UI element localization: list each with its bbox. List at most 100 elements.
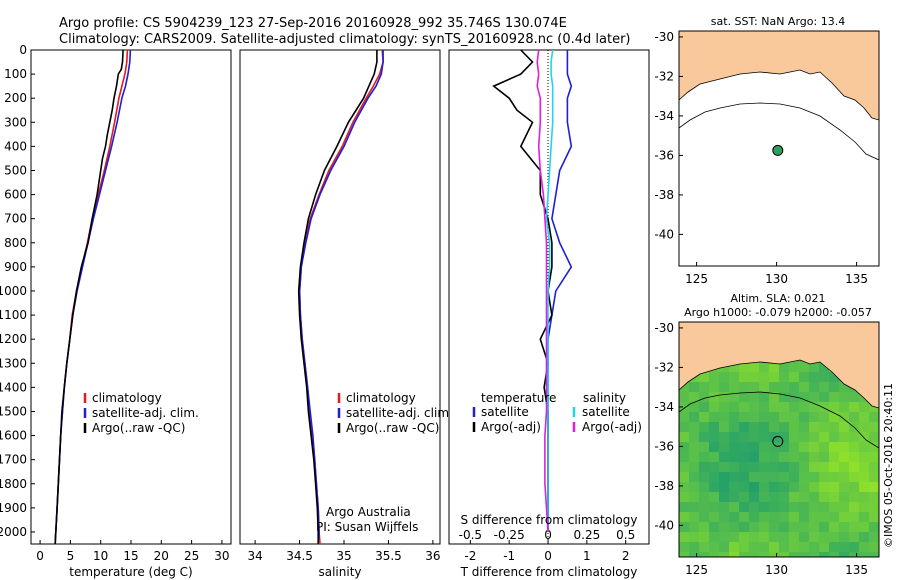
heatmap-cell <box>699 402 709 412</box>
heatmap-cell <box>729 382 739 392</box>
heatmap-cell <box>809 412 819 422</box>
depth-tick-label: 1500 <box>0 404 27 418</box>
heatmap-cell <box>739 392 749 402</box>
heatmap-cell <box>759 362 769 372</box>
temperature-x-axis: 0 5 10 15 20 25 30 <box>36 540 230 563</box>
heatmap-cell <box>809 492 819 502</box>
heatmap-cell <box>769 382 779 392</box>
heatmap-cell <box>719 532 729 542</box>
heatmap-cell <box>849 402 859 412</box>
heatmap-cell <box>809 482 819 492</box>
temperature-plot-frame <box>30 49 232 545</box>
heatmap-cell <box>819 382 829 392</box>
heatmap-cell <box>679 472 689 482</box>
heatmap-cell <box>749 412 759 422</box>
series-line-argo-raw-qc- <box>297 50 378 544</box>
heatmap-cell <box>709 402 719 412</box>
depth-tick-label: 0 <box>19 43 27 57</box>
heatmap-cell <box>769 422 779 432</box>
heatmap-cell <box>829 372 839 382</box>
s-tick-label: -0.25 <box>494 528 525 542</box>
depth-tick-label: 1900 <box>0 501 27 515</box>
heatmap-cell <box>859 432 869 442</box>
heatmap-cell <box>809 512 819 522</box>
map-x-tick-label: 135 <box>845 272 868 286</box>
x-tick-label: 0 <box>544 549 552 563</box>
heatmap-cell <box>739 542 749 552</box>
heatmap-cell <box>739 492 749 502</box>
heatmap-cell <box>769 362 779 372</box>
heatmap-cell <box>809 422 819 432</box>
heatmap-cell <box>789 372 799 382</box>
heatmap-cell <box>709 462 719 472</box>
heatmap-cell <box>819 522 829 532</box>
heatmap-cell <box>799 422 809 432</box>
heatmap-cell <box>819 442 829 452</box>
heatmap-cell <box>729 432 739 442</box>
heatmap-cell <box>789 482 799 492</box>
argo-float-marker-sla <box>772 435 784 447</box>
heatmap-cell <box>829 432 839 442</box>
difference-series <box>492 49 573 533</box>
heatmap-cell <box>729 542 739 552</box>
heatmap-cell <box>809 452 819 462</box>
heatmap-cell <box>679 522 689 532</box>
heatmap-cell <box>819 372 829 382</box>
depth-tick-label: 400 <box>4 139 27 153</box>
heatmap-cell <box>759 512 769 522</box>
heatmap-cell <box>759 532 769 542</box>
argo-float-marker <box>772 144 784 156</box>
heatmap-cell <box>689 432 699 442</box>
heatmap-cell <box>819 492 829 502</box>
heatmap-cell <box>869 432 879 442</box>
map-x-tick-label: 125 <box>685 272 708 286</box>
depth-tick-label: 1700 <box>0 453 27 467</box>
heatmap-cell <box>759 552 769 557</box>
heatmap-cell <box>769 432 779 442</box>
heatmap-cell <box>689 512 699 522</box>
heatmap-cell <box>819 392 829 402</box>
heatmap-cell <box>739 412 749 422</box>
heatmap-cell <box>679 492 689 502</box>
heatmap-cell <box>839 402 849 412</box>
salinity-series <box>297 49 384 545</box>
heatmap-cell <box>719 482 729 492</box>
heatmap-cell <box>829 462 839 472</box>
heatmap-cell <box>679 432 689 442</box>
heatmap-cell <box>789 462 799 472</box>
t-difference-label: T difference from climatology <box>460 565 638 579</box>
heatmap-cell <box>779 492 789 502</box>
heatmap-cell <box>829 392 839 402</box>
x-tick-label: 35.5 <box>375 549 402 563</box>
heatmap-cell <box>729 452 739 462</box>
heatmap-cell <box>759 422 769 432</box>
heatmap-cell <box>719 552 729 557</box>
heatmap-cell <box>699 472 709 482</box>
heatmap-cell <box>739 472 749 482</box>
s-tick-label: 0.25 <box>574 528 601 542</box>
map-y-tick-label: -36 <box>654 148 674 162</box>
heatmap-cell <box>849 442 859 452</box>
sst-map-axes: 125 130 135 -30 -32 -34 -36 -38 -40 <box>654 30 868 286</box>
heatmap-cell <box>779 532 789 542</box>
heatmap-cell <box>799 382 809 392</box>
heatmap-cell <box>729 502 739 512</box>
heatmap-cell <box>729 362 739 372</box>
heatmap-cell <box>809 372 819 382</box>
heatmap-cell <box>799 462 809 472</box>
heatmap-cell <box>859 522 869 532</box>
heatmap-cell <box>689 542 699 552</box>
heatmap-cell <box>789 512 799 522</box>
heatmap-cell <box>799 502 809 512</box>
heatmap-cell <box>769 512 779 522</box>
heatmap-cell <box>819 462 829 472</box>
heatmap-cell <box>759 412 769 422</box>
heatmap-cell <box>799 482 809 492</box>
heatmap-cell <box>819 472 829 482</box>
heatmap-cell <box>829 382 839 392</box>
heatmap-cell <box>719 372 729 382</box>
heatmap-cell <box>689 412 699 422</box>
heatmap-cell <box>779 402 789 412</box>
heatmap-cell <box>789 382 799 392</box>
